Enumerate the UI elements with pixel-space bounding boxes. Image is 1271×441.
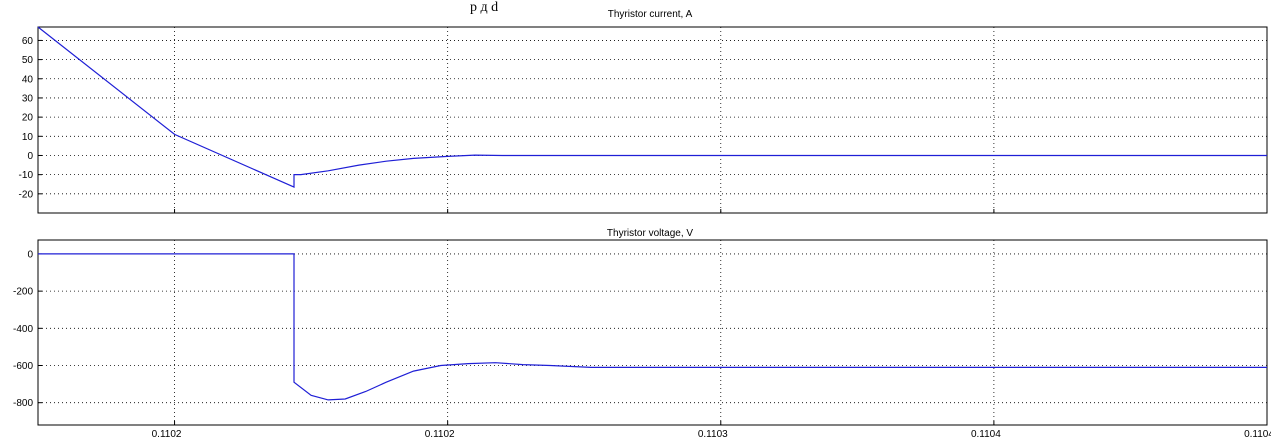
voltage-y-tick-label: -200 — [13, 287, 33, 298]
voltage-x-tick-label: 0.1102 — [152, 429, 182, 440]
current-y-tick-label: -20 — [19, 189, 34, 200]
current-series-line — [37, 26, 1267, 189]
voltage-series — [38, 253, 1267, 401]
current-y-tick-label: 20 — [22, 113, 34, 124]
current-y-tick-label: 40 — [22, 74, 34, 85]
voltage-y-tick-label: -600 — [13, 361, 33, 372]
voltage-x-tick-label: 0.1104 — [1244, 429, 1271, 440]
voltage-x-tick-label: 0.1102 — [425, 429, 455, 440]
voltage-y-tick-label: 0 — [27, 249, 33, 260]
current-y-tick-label: 10 — [22, 132, 34, 143]
current-plot-frame — [37, 26, 1268, 214]
current-y-tick-label: 60 — [22, 36, 34, 47]
voltage-chart-title: Thyristor voltage, V — [607, 228, 693, 239]
current-panel: Thyristor current, A 60 50 40 30 20 10 0 -10 -20 — [19, 9, 1268, 214]
current-y-tick-label: -10 — [19, 170, 34, 181]
voltage-y-tick-label: -800 — [13, 398, 33, 409]
current-y-tick-label: 30 — [22, 93, 34, 104]
current-y-ticks: 60 50 40 30 20 10 0 -10 -20 — [19, 36, 42, 200]
voltage-series-line — [38, 253, 1267, 401]
voltage-plot-frame — [37, 239, 1268, 426]
current-y-tick-label: 0 — [27, 151, 33, 162]
voltage-y-tick-label: -400 — [13, 324, 33, 335]
voltage-panel: Thyristor voltage, V 0 -200 -400 -600 -800 0… — [13, 228, 1271, 440]
caption-fragment: р д d — [470, 0, 498, 15]
current-chart-title: Thyristor current, A — [608, 9, 693, 20]
current-y-tick-label: 50 — [22, 55, 34, 66]
current-series — [37, 26, 1267, 189]
voltage-x-ticks: 0.1102 0.1102 0.1103 0.1104 0.1104 — [152, 429, 1271, 440]
voltage-x-tick-label: 0.1104 — [971, 429, 1001, 440]
voltage-grid — [38, 240, 1267, 425]
voltage-x-tick-label: 0.1103 — [698, 429, 728, 440]
